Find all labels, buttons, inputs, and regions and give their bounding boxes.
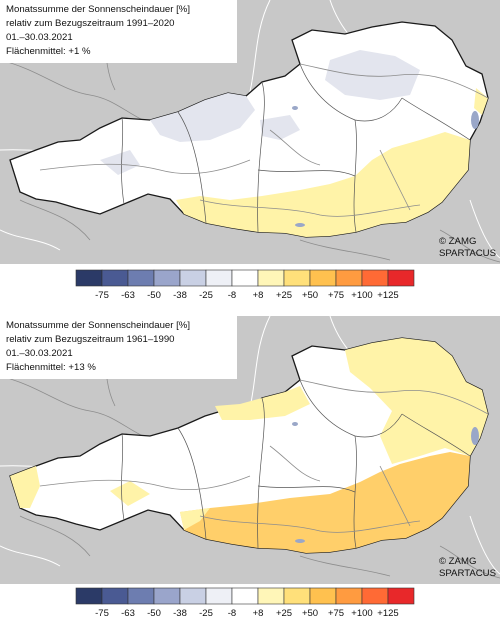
legend-label: +25 <box>276 290 292 301</box>
rivers-austria <box>39 63 489 217</box>
legend-label: +125 <box>377 290 398 301</box>
province-borders <box>121 63 471 233</box>
credit-org: © ZAMG <box>438 236 477 247</box>
legend-swatch <box>75 587 103 605</box>
legend-swatch <box>179 587 207 605</box>
legend-swatch <box>283 587 311 605</box>
austria-map-1 <box>0 0 500 264</box>
legend-label: -38 <box>173 608 187 619</box>
legend-label: +75 <box>328 608 344 619</box>
legend-label: -75 <box>95 290 109 301</box>
legend-swatch <box>101 269 129 287</box>
legend-label: +100 <box>351 290 372 301</box>
legend-label: +8 <box>253 290 264 301</box>
legend-label: -63 <box>121 290 135 301</box>
map-reference-period: relativ zum Bezugszeitraum 1991–2020 <box>6 18 175 29</box>
map-credit: © ZAMG SPARTACUS <box>439 556 496 580</box>
legend-swatch <box>283 269 311 287</box>
map-area-mean: Flächenmittel: +1 % <box>6 46 91 57</box>
legend-label: -25 <box>199 290 213 301</box>
credit-org: © ZAMG <box>438 556 477 567</box>
legend-label: -38 <box>173 290 187 301</box>
legend-label: -50 <box>147 608 161 619</box>
above-normal-zone <box>176 132 470 237</box>
legend-label: +50 <box>302 608 318 619</box>
map-title: Monatssumme der Sonnenscheindauer [%] <box>6 4 190 15</box>
lakes <box>292 422 479 543</box>
legend-swatch <box>257 269 285 287</box>
map-date-range: 01.–30.03.2021 <box>6 348 73 359</box>
legend-swatch <box>179 269 207 287</box>
rivers-austria <box>39 379 489 533</box>
map-info-box: Monatssumme der Sonnenscheindauer [%] re… <box>0 0 237 63</box>
legend-swatch <box>387 587 415 605</box>
legend-label: -8 <box>228 608 236 619</box>
legend-swatch <box>387 269 415 287</box>
province-borders <box>121 379 471 549</box>
legend-swatch <box>309 269 337 287</box>
color-legend-2: -75 -63 -50 -38 -25 -8 +8 +25 +50 +75 +100 +125 <box>0 584 500 624</box>
legend-scale: -75 -63 -50 -38 -25 -8 +8 +25 +50 +75 +100 +125 <box>75 269 415 301</box>
credit-dataset: SPARTACUS <box>438 568 496 579</box>
legend-swatch <box>361 269 389 287</box>
legend-label: -25 <box>199 608 213 619</box>
legend-label: -75 <box>95 608 109 619</box>
legend-swatch <box>335 269 363 287</box>
legend-swatch <box>335 587 363 605</box>
map-title: Monatssumme der Sonnenscheindauer [%] <box>6 320 190 331</box>
legend-swatch <box>231 269 259 287</box>
credit-dataset: SPARTACUS <box>438 248 496 259</box>
legend-swatch <box>205 269 233 287</box>
legend-label: +50 <box>302 290 318 301</box>
below-normal-zones <box>100 50 420 175</box>
lakes <box>292 106 479 227</box>
yellow-edge <box>180 508 210 530</box>
legend-label: +100 <box>351 608 372 619</box>
legend-swatch <box>127 587 155 605</box>
map-reference-period: relativ zum Bezugszeitraum 1961–1990 <box>6 334 175 345</box>
legend-swatch <box>153 587 181 605</box>
map-area-mean: Flächenmittel: +13 % <box>6 362 96 373</box>
map-panel-1991-2020: Monatssumme der Sonnenscheindauer [%] re… <box>0 0 500 264</box>
legend-swatch <box>231 587 259 605</box>
legend-scale: -75 -63 -50 -38 -25 -8 +8 +25 +50 +75 +100 +125 <box>75 587 415 619</box>
legend-label: +75 <box>328 290 344 301</box>
legend-label: -50 <box>147 290 161 301</box>
legend-swatch <box>75 269 103 287</box>
above-normal-zones <box>10 338 488 508</box>
legend-label: +125 <box>377 608 398 619</box>
map-info-box: Monatssumme der Sonnenscheindauer [%] re… <box>0 316 237 379</box>
legend-swatch <box>309 587 337 605</box>
map-panel-1961-1990: Monatssumme der Sonnenscheindauer [%] re… <box>0 316 500 584</box>
legend-label: +8 <box>253 608 264 619</box>
map-credit: © ZAMG SPARTACUS <box>439 236 496 260</box>
legend-swatch <box>127 269 155 287</box>
legend-label: -63 <box>121 608 135 619</box>
legend-label: -8 <box>228 290 236 301</box>
strongly-above-normal-zone <box>180 452 470 553</box>
legend-swatch <box>257 587 285 605</box>
legend-swatch <box>101 587 129 605</box>
above-normal-zone-east <box>474 88 488 115</box>
map-date-range: 01.–30.03.2021 <box>6 32 73 43</box>
legend-swatch <box>205 587 233 605</box>
color-legend-1: -75 -63 -50 -38 -25 -8 +8 +25 +50 +75 +100 +125 <box>0 266 500 306</box>
legend-label: +25 <box>276 608 292 619</box>
legend-swatch <box>153 269 181 287</box>
legend-swatch <box>361 587 389 605</box>
